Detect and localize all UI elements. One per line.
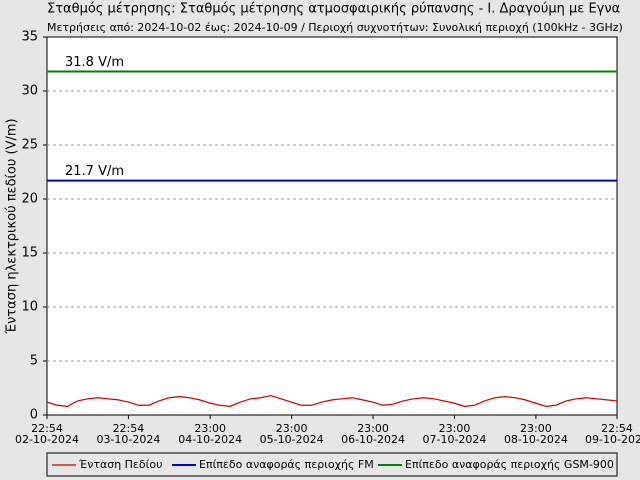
x-tick-label-line: 08-10-2024 <box>504 433 568 446</box>
x-tick-label-line: 02-10-2024 <box>15 433 79 446</box>
x-tick-label: 23:00 07-10-2024 <box>423 422 487 446</box>
x-tick-label: 23:00 08-10-2024 <box>504 422 568 446</box>
legend-label: Επίπεδο αναφοράς περιοχής GSM-900 <box>405 458 614 471</box>
x-tick-label-line: 09-10-2024 <box>585 433 640 446</box>
y-tick-label: 35 <box>21 30 38 45</box>
reference-label: 31.8 V/m <box>65 55 124 70</box>
x-tick-label: 22:54 03-10-2024 <box>96 422 160 446</box>
y-tick-label: 30 <box>21 84 38 99</box>
x-tick-label-line: 22:54 <box>31 422 63 435</box>
y-tick-label: 5 <box>30 354 38 369</box>
reference-label: 21.7 V/m <box>65 164 124 179</box>
y-tick-label: 0 <box>30 408 38 423</box>
y-tick-label: 15 <box>21 246 38 261</box>
y-axis-label: Ένταση ηλεκτρικού πεδίου (V/m) <box>5 118 20 334</box>
x-tick-label: 23:00 06-10-2024 <box>341 422 405 446</box>
x-tick-label-line: 06-10-2024 <box>341 433 405 446</box>
chart-subtitle: Μετρήσεις από: 2024-10-02 έως: 2024-10-0… <box>47 21 623 34</box>
x-tick-label: 23:00 04-10-2024 <box>178 422 242 446</box>
x-tick-label-line: 05-10-2024 <box>260 433 324 446</box>
x-tick-label-line: 23:00 <box>520 422 552 435</box>
y-tick-label: 20 <box>21 192 38 207</box>
x-tick-label: 22:54 02-10-2024 <box>15 422 79 446</box>
x-tick-label-line: 04-10-2024 <box>178 433 242 446</box>
x-tick-label-line: 23:00 <box>194 422 226 435</box>
x-tick-label-line: 03-10-2024 <box>96 433 160 446</box>
legend-label: Επίπεδο αναφοράς περιοχής FM <box>199 458 374 471</box>
x-tick-label-line: 23:00 <box>276 422 308 435</box>
x-tick-label-line: 23:00 <box>439 422 471 435</box>
x-tick-label-line: 22:54 <box>113 422 145 435</box>
legend <box>46 452 618 477</box>
data-line <box>46 394 618 407</box>
y-tick-label: 10 <box>21 300 38 315</box>
y-tick-label: 25 <box>21 138 38 153</box>
legend-label: Ένταση Πεδίου <box>78 458 162 471</box>
plot-area <box>46 36 618 416</box>
x-tick-label-line: 22:54 <box>601 422 633 435</box>
x-tick-label-line: 07-10-2024 <box>423 433 487 446</box>
x-tick-label: 23:00 05-10-2024 <box>260 422 324 446</box>
chart-title: Σταθμός μέτρησης: Σταθμός μέτρησης ατμοσ… <box>47 2 620 17</box>
x-tick-label-line: 23:00 <box>357 422 389 435</box>
